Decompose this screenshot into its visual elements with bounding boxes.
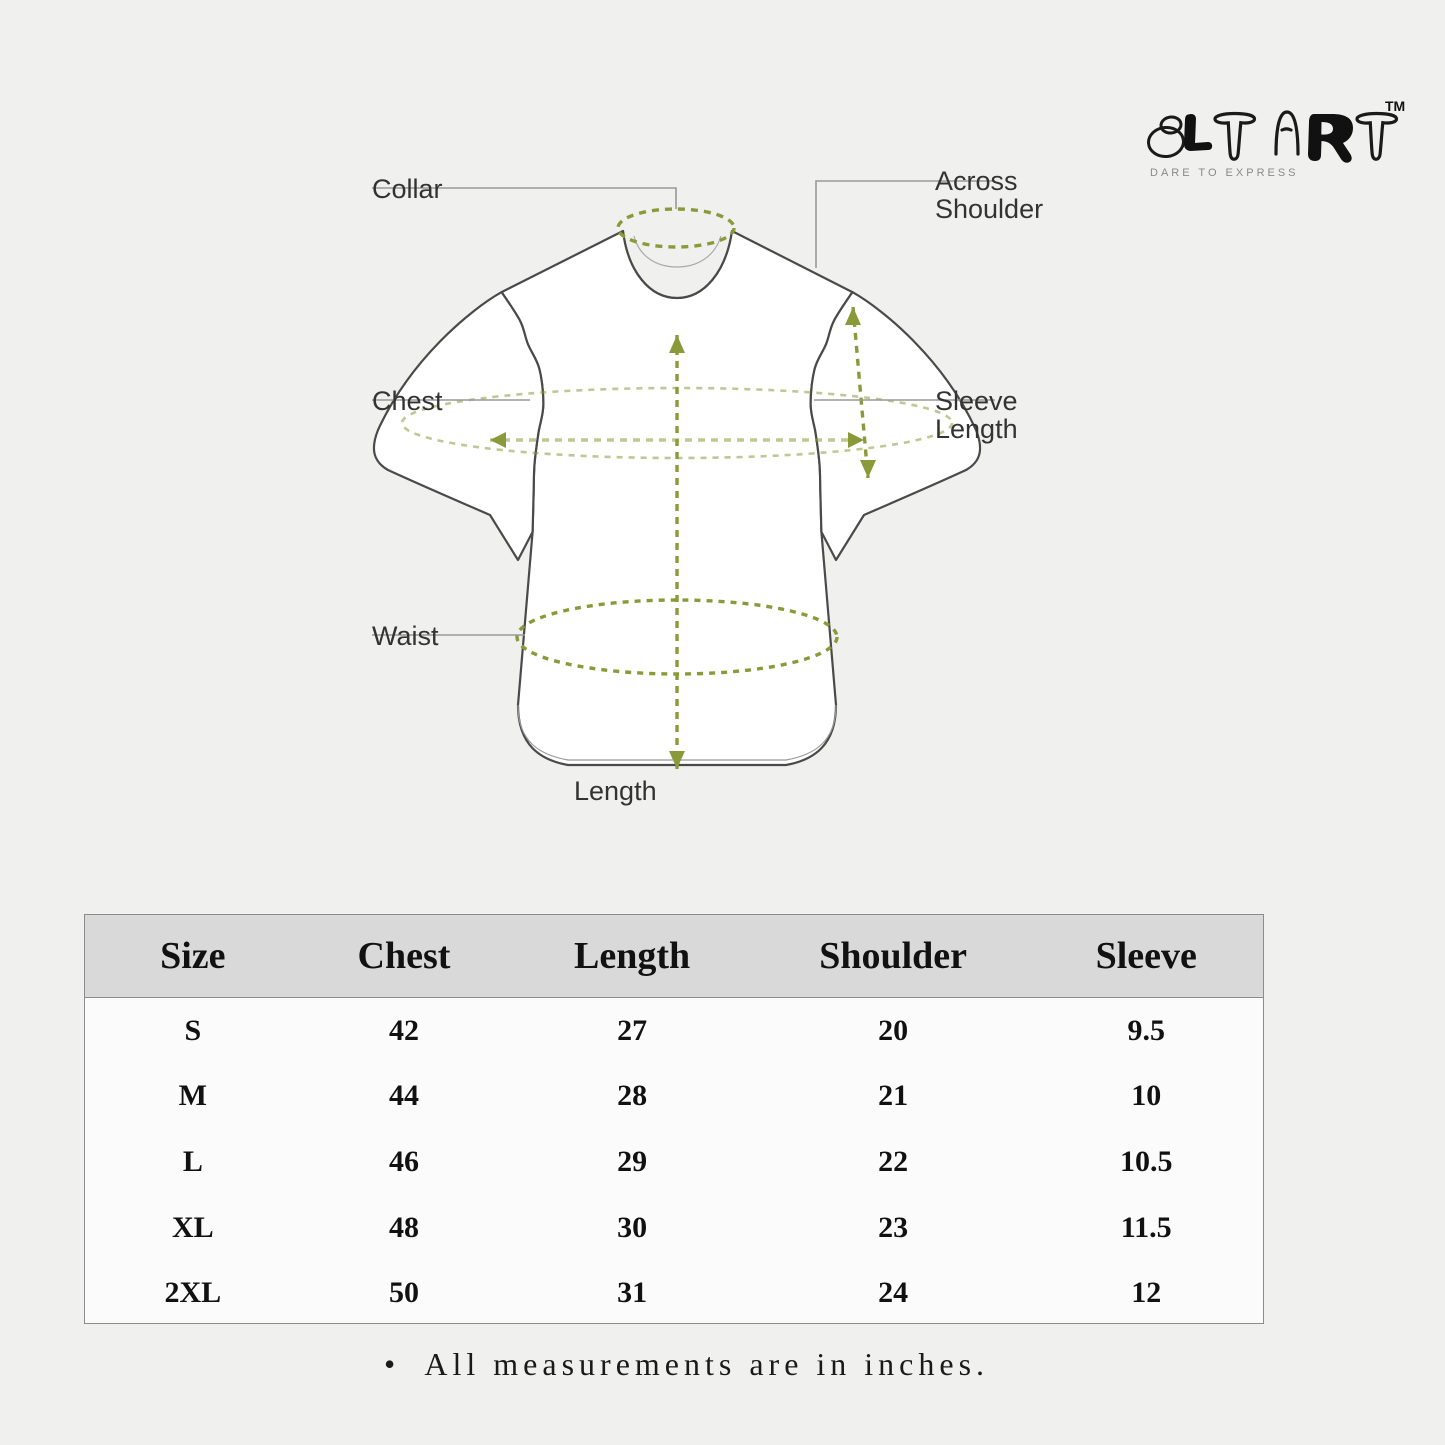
svg-text:TM: TM <box>1385 98 1405 114</box>
svg-text:Length: Length <box>574 776 657 806</box>
svg-text:Shoulder: Shoulder <box>935 194 1043 224</box>
svg-text:Waist: Waist <box>372 621 439 651</box>
svg-text:Chest: Chest <box>372 386 443 416</box>
svg-text:Across: Across <box>935 166 1018 196</box>
svg-text:Length: Length <box>935 414 1018 444</box>
svg-text:DARE TO EXPRESS: DARE TO EXPRESS <box>1150 167 1299 179</box>
svg-text:Sleeve: Sleeve <box>935 386 1018 416</box>
svg-text:Collar: Collar <box>372 174 443 204</box>
